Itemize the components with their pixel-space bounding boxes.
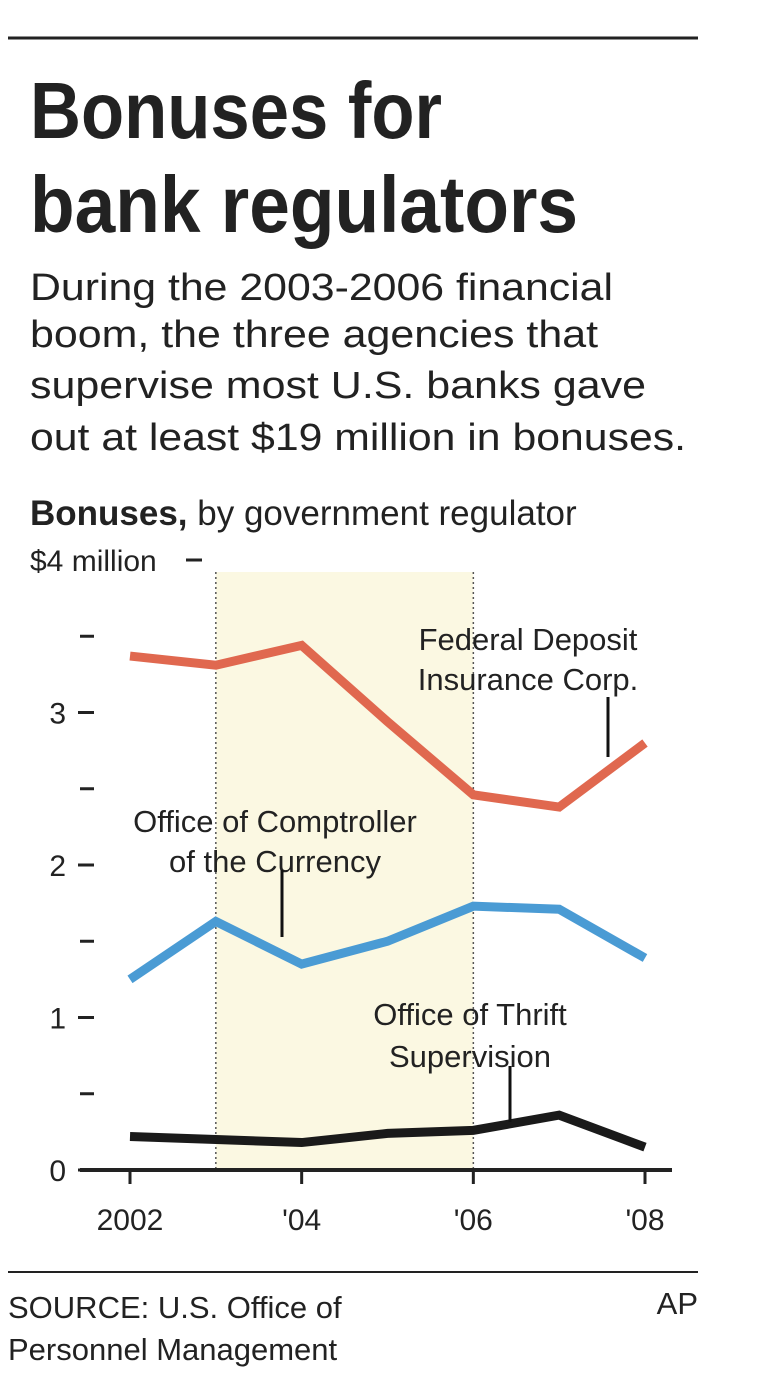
series-label: Supervision	[389, 1039, 551, 1074]
series-label: Insurance Corp.	[418, 662, 639, 697]
y-axis-title-bold: Bonuses,	[30, 494, 188, 533]
subtitle: During the 2003-2006 financial	[30, 267, 613, 309]
chart-title: bank regulators	[30, 160, 578, 249]
y-tick-label: 2	[49, 850, 66, 883]
series-label: Office of Thrift	[373, 997, 567, 1032]
series-label: Federal Deposit	[419, 622, 638, 657]
plot-area: 0 1 2 3 $4 million 2002 '04 '06 '08 Federal Depos…	[30, 545, 672, 1237]
x-tick-label: '08	[625, 1204, 664, 1237]
chart-title: Bonuses for	[30, 66, 442, 155]
highlight-band	[215, 572, 474, 1170]
source: SOURCE: U.S. Office of	[8, 1290, 342, 1325]
series-line	[127, 901, 648, 984]
y-axis-title-rest: by government regulator	[197, 494, 577, 533]
x-tick-label: 2002	[97, 1204, 164, 1237]
y-tick-label: 1	[49, 1003, 66, 1036]
source: Personnel Management	[8, 1332, 338, 1367]
subtitle: boom, the three agencies that	[30, 314, 598, 356]
subtitle: out at least $19 million in bonuses.	[30, 417, 686, 459]
y-tick-label: 3	[49, 698, 66, 731]
credit: AP	[657, 1286, 698, 1321]
subtitle: supervise most U.S. banks gave	[30, 365, 646, 407]
x-tick-label: '06	[454, 1204, 493, 1237]
series-line	[129, 640, 648, 812]
x-tick-label: '04	[282, 1204, 321, 1237]
series-label: Office of Comptroller	[133, 804, 417, 839]
y-tick-label: 0	[49, 1155, 66, 1188]
series-line	[129, 1110, 647, 1152]
y-axis-title: Bonuses, by government regulator	[30, 494, 577, 533]
series-label: of the Currency	[169, 844, 381, 879]
y-tick-label: $4 million	[30, 545, 157, 578]
